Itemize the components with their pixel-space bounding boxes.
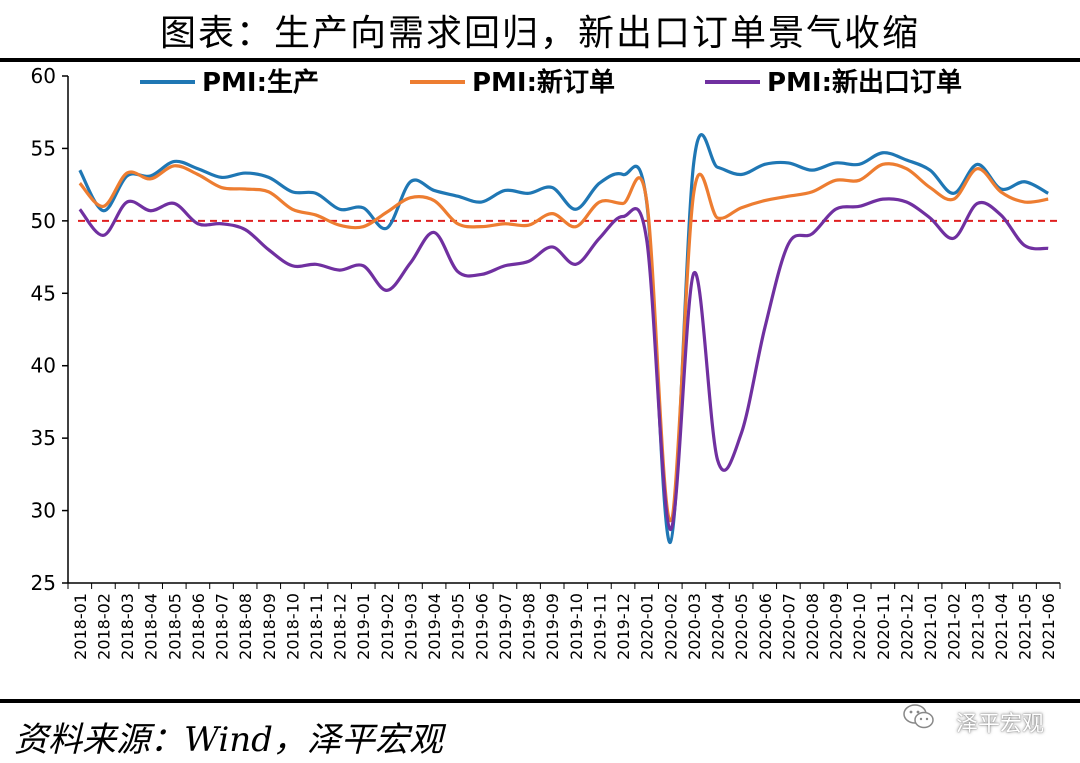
x-tick-label: 2018-09 — [260, 593, 279, 660]
x-tick-label: 2021-02 — [945, 593, 964, 660]
x-tick-label: 2018-11 — [307, 593, 326, 660]
y-tick-label: 25 — [31, 571, 56, 595]
y-tick-label: 45 — [31, 281, 56, 305]
x-tick-label: 2018-08 — [236, 593, 255, 660]
y-tick-label: 50 — [31, 209, 56, 233]
series-line-2 — [78, 162, 1049, 523]
source-note: 资料来源：Wind，泽平宏观 — [14, 720, 443, 760]
series-line-3 — [78, 197, 1049, 532]
x-tick-label: 2019-10 — [567, 593, 586, 660]
x-tick-label: 2021-03 — [968, 593, 987, 660]
x-tick-label: 2020-12 — [897, 593, 916, 660]
x-tick-label: 2019-05 — [449, 593, 468, 660]
series-line-1 — [78, 133, 1049, 545]
x-tick-label: 2021-06 — [1039, 593, 1058, 660]
x-tick-label: 2018-03 — [118, 593, 137, 660]
pmi-line-chart: 25 30 35 40 45 50 55 60 2018-01 2018-02 2018-03 201… — [31, 64, 1061, 660]
x-tick-label: 2020-01 — [638, 593, 657, 660]
x-tick-label: 2018-12 — [331, 593, 350, 660]
x-tick-label: 2021-01 — [921, 593, 940, 660]
x-tick-label: 2019-08 — [520, 593, 539, 660]
watermark: 泽平宏观 — [955, 712, 1044, 737]
x-tick-label: 2019-01 — [354, 593, 373, 660]
x-tick-label: 2020-08 — [803, 593, 822, 660]
title-bar: 图表：生产向需求回归，新出口订单景气收缩 — [0, 0, 1080, 62]
source-divider — [0, 699, 1080, 703]
x-tick-label: 2020-06 — [756, 593, 775, 660]
legend-label-2: PMI:新订单 — [472, 67, 615, 98]
legend-label-1: PMI:生产 — [202, 68, 319, 98]
chart-title: 图表：生产向需求回归，新出口订单景气收缩 — [159, 13, 920, 54]
y-tick-label: 40 — [31, 354, 56, 378]
x-tick-label: 2018-10 — [283, 593, 302, 660]
y-tick-label: 30 — [31, 499, 56, 523]
x-tick-label: 2020-03 — [685, 593, 704, 660]
y-tick-label: 60 — [31, 64, 56, 88]
legend-label-3: PMI:新出口订单 — [767, 67, 962, 98]
x-tick-label: 2021-05 — [1016, 593, 1035, 660]
x-tick-label: 2018-05 — [165, 593, 184, 660]
x-tick-label: 2020-09 — [827, 593, 846, 660]
x-tick-label: 2019-09 — [543, 593, 562, 660]
x-tick-label: 2019-07 — [496, 593, 515, 660]
x-tick-label: 2020-10 — [850, 593, 869, 660]
x-tick-label: 2020-02 — [661, 593, 680, 660]
wechat-icon — [903, 704, 934, 729]
series-lines — [78, 133, 1049, 545]
legend: PMI:生产 PMI:新订单 PMI:新出口订单 — [140, 67, 962, 98]
x-tick-label: 2018-01 — [71, 593, 90, 660]
x-tick-label: 2018-07 — [213, 593, 232, 660]
x-tick-label: 2020-05 — [732, 593, 751, 660]
axes: 25 30 35 40 45 50 55 60 2018-01 2018-02 2018-03 201… — [31, 64, 1061, 660]
x-tick-label: 2018-02 — [94, 593, 113, 660]
x-tick-label: 2019-11 — [590, 593, 609, 660]
x-tick-label: 2018-04 — [142, 593, 161, 660]
x-tick-label: 2019-04 — [425, 593, 444, 660]
x-tick-label: 2018-06 — [189, 593, 208, 660]
y-tick-label: 55 — [31, 136, 56, 160]
x-tick-label: 2019-02 — [378, 593, 397, 660]
x-tick-label: 2019-06 — [472, 593, 491, 660]
x-tick-label: 2021-04 — [992, 593, 1011, 660]
y-tick-label: 35 — [31, 426, 56, 450]
x-tick-label: 2020-04 — [709, 593, 728, 660]
x-tick-label: 2019-03 — [401, 593, 420, 660]
x-tick-label: 2020-07 — [779, 593, 798, 660]
x-tick-label: 2019-12 — [614, 593, 633, 660]
x-tick-label: 2020-11 — [874, 593, 893, 660]
